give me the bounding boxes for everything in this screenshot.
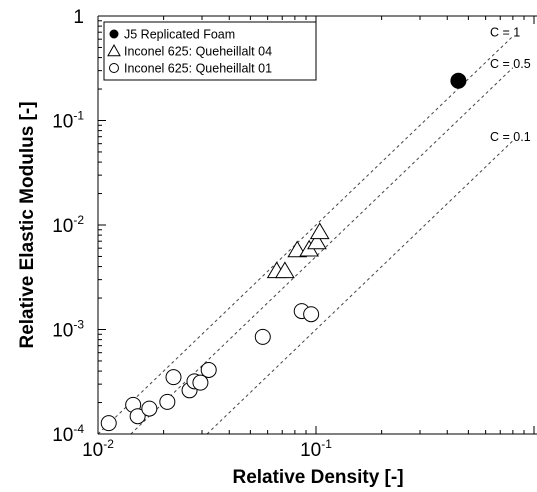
legend-label-2: Inconel 625: Queheillalt 01 bbox=[124, 62, 272, 76]
legend-label-1: Inconel 625: Queheillalt 04 bbox=[124, 45, 272, 59]
y-tick-label-4: 1 bbox=[73, 7, 84, 28]
x-axis-title: Relative Density [-] bbox=[232, 467, 403, 488]
point-s1-1 bbox=[275, 261, 295, 279]
legend-box bbox=[103, 21, 317, 81]
reference-lines: C = 1 C = 0.5 C = 0.1 bbox=[97, 26, 531, 435]
point-s2-0 bbox=[100, 415, 117, 432]
reference-line-label-0: C = 1 bbox=[490, 26, 520, 40]
tick-marks bbox=[97, 15, 535, 435]
y-tick-label-0-exp: -4 bbox=[73, 422, 84, 436]
x-tick-label-1-exp: -1 bbox=[321, 437, 332, 451]
data-points bbox=[100, 72, 467, 432]
y-tick-label-3-base: 10 bbox=[52, 112, 73, 133]
x-tick-label-1-base: 10 bbox=[300, 440, 321, 461]
point-s0-0 bbox=[450, 72, 467, 89]
reference-line-label-2: C = 0.1 bbox=[490, 130, 531, 144]
reference-line-label-1: C = 0.5 bbox=[490, 57, 531, 71]
legend-marker-0 bbox=[109, 29, 119, 39]
x-tick-label-1: 10-1 bbox=[300, 437, 332, 461]
legend-marker-2 bbox=[109, 63, 119, 73]
point-s2-10 bbox=[254, 328, 271, 345]
y-tick-label-2: 10-2 bbox=[52, 213, 84, 237]
y-tick-label-1: 10-3 bbox=[52, 318, 84, 342]
y-tick-label-3-exp: -1 bbox=[73, 109, 84, 123]
point-s1-4 bbox=[307, 232, 327, 250]
x-tick-label-0: 10-2 bbox=[82, 437, 114, 461]
point-s2-2 bbox=[129, 408, 146, 425]
y-tick-label-3: 10-1 bbox=[52, 109, 84, 133]
y-axis-title: Relative Elastic Modulus [-] bbox=[17, 101, 38, 348]
y-tick-label-1-exp: -3 bbox=[73, 318, 84, 332]
point-s2-5 bbox=[165, 369, 182, 386]
x-tick-label-0-exp: -2 bbox=[103, 437, 114, 451]
point-s2-8 bbox=[192, 374, 209, 391]
point-s2-3 bbox=[141, 400, 158, 417]
legend: J5 Replicated Foam Inconel 625: Queheilla… bbox=[103, 21, 317, 81]
y-tick-label-0-base: 10 bbox=[52, 425, 73, 446]
point-s2-12 bbox=[303, 306, 320, 323]
reference-line-1 bbox=[130, 67, 514, 435]
legend-marker-1 bbox=[107, 43, 121, 57]
x-tick-label-0-base: 10 bbox=[82, 440, 103, 461]
y-tick-label-2-exp: -2 bbox=[73, 213, 84, 227]
legend-label-0: J5 Replicated Foam bbox=[124, 28, 235, 42]
y-tick-label-4-base: 1 bbox=[73, 7, 84, 28]
y-tick-label-0: 10-4 bbox=[52, 422, 84, 446]
y-tick-label-1-base: 10 bbox=[52, 321, 73, 342]
reference-line-2 bbox=[206, 140, 514, 435]
y-tick-label-2-base: 10 bbox=[52, 216, 73, 237]
point-s1-5 bbox=[309, 222, 330, 240]
point-s2-9 bbox=[200, 361, 217, 378]
point-s2-4 bbox=[159, 393, 176, 410]
